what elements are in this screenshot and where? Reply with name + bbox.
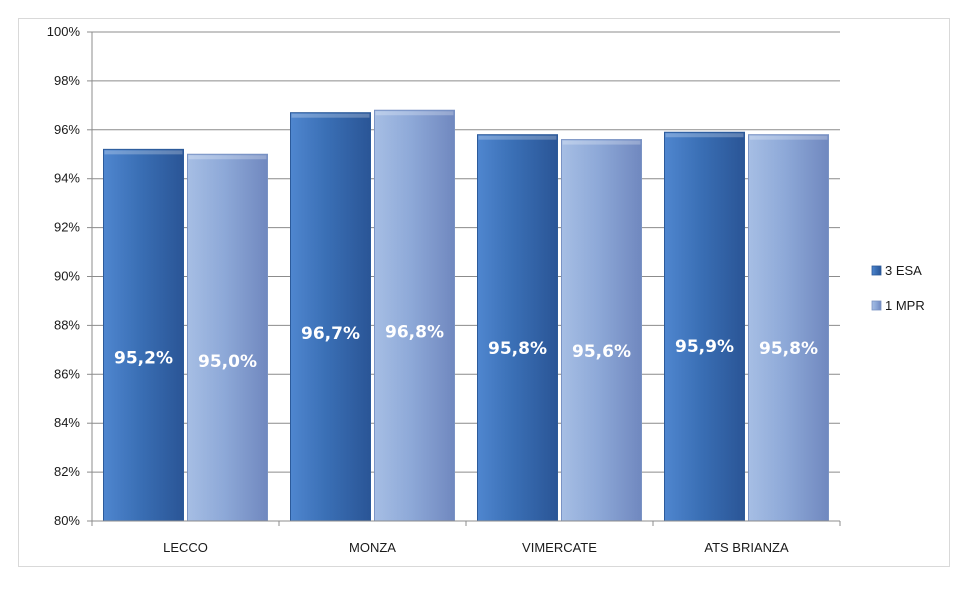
- bar-highlight: [749, 135, 828, 140]
- y-tick-label: 86%: [54, 366, 80, 381]
- bar-3-esa: [477, 134, 558, 522]
- legend-label: 1 MPR: [885, 298, 925, 313]
- y-tick-label: 84%: [54, 415, 80, 430]
- bar-3-esa: [664, 131, 745, 522]
- bar-1-mpr: [187, 153, 268, 522]
- bar-1-mpr: [748, 134, 829, 522]
- bar-highlight: [375, 111, 454, 116]
- category-label: ATS BRIANZA: [704, 540, 789, 555]
- y-tick-label: 96%: [54, 122, 80, 137]
- data-label: 95,9%: [675, 337, 734, 357]
- y-tick-label: 80%: [54, 513, 80, 528]
- data-label: 95,0%: [198, 352, 257, 372]
- bar-highlight: [104, 150, 183, 155]
- data-label: 95,8%: [488, 339, 547, 359]
- data-label: 95,8%: [759, 339, 818, 359]
- category-label: LECCO: [163, 540, 208, 555]
- data-label: 96,7%: [301, 324, 360, 344]
- bar-highlight: [291, 113, 370, 118]
- bar-1-mpr: [561, 139, 642, 522]
- bar-highlight: [562, 140, 641, 145]
- data-label: 95,6%: [572, 342, 631, 362]
- bar-1-mpr: [374, 109, 455, 522]
- legend-swatch: [871, 265, 882, 276]
- y-tick-label: 92%: [54, 220, 80, 235]
- bar-highlight: [188, 155, 267, 160]
- data-label: 96,8%: [385, 323, 444, 343]
- y-tick-label: 94%: [54, 171, 80, 186]
- y-tick-label: 88%: [54, 317, 80, 332]
- legend-swatch: [871, 300, 882, 311]
- category-label: VIMERCATE: [522, 540, 597, 555]
- bar-3-esa: [290, 112, 371, 522]
- data-label: 95,2%: [114, 349, 173, 369]
- y-tick-label: 82%: [54, 464, 80, 479]
- bar-3-esa: [103, 148, 184, 522]
- bar-highlight: [478, 135, 557, 140]
- y-tick-label: 90%: [54, 269, 80, 284]
- y-tick-label: 100%: [47, 24, 81, 39]
- category-label: MONZA: [349, 540, 396, 555]
- y-tick-label: 98%: [54, 73, 80, 88]
- bar-highlight: [665, 133, 744, 138]
- legend-label: 3 ESA: [885, 263, 922, 278]
